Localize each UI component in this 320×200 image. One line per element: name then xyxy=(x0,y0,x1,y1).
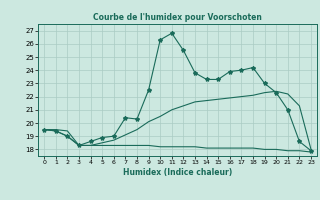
Title: Courbe de l'humidex pour Voorschoten: Courbe de l'humidex pour Voorschoten xyxy=(93,13,262,22)
X-axis label: Humidex (Indice chaleur): Humidex (Indice chaleur) xyxy=(123,168,232,177)
